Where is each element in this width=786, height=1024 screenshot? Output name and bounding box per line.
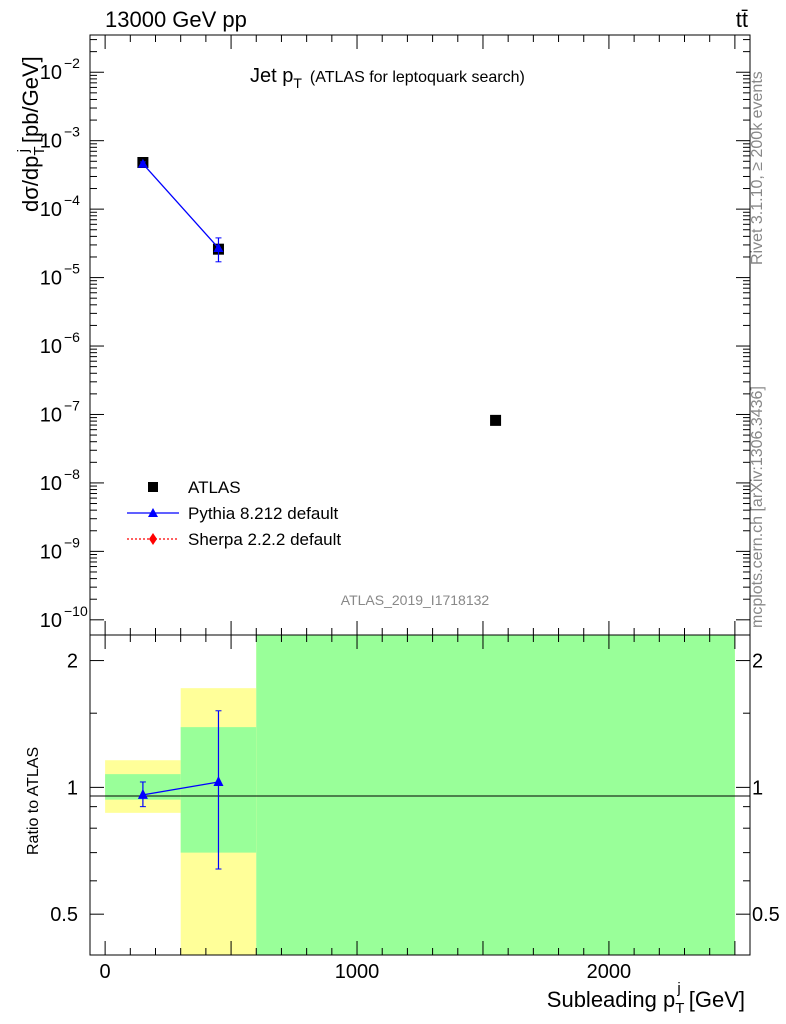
energy-label: 13000 GeV pp — [105, 7, 247, 32]
legend-label: ATLAS — [188, 478, 241, 497]
legend-label: Sherpa 2.2.2 default — [188, 530, 341, 549]
legend-pythia-marker — [148, 508, 158, 517]
title-suffix: (ATLAS for leptoquark search) — [310, 69, 525, 86]
ratio-y-tick-label-right: 1 — [752, 777, 763, 799]
y-tick-label: 10 — [40, 473, 62, 495]
ylabel-sup: j — [15, 149, 32, 153]
ratio-data-marks — [137, 710, 224, 870]
ylabel-unit: [pb/GeV] — [18, 56, 43, 143]
y-tick-label: 10 — [40, 131, 62, 153]
rivet-version-label: Rivet 3.1.10, ≥ 200k events — [749, 71, 766, 265]
xlabel-sup: j — [676, 980, 680, 997]
ylabel-main: dσ/dp — [18, 156, 43, 212]
y-axis-label: dσ/dpTj [pb/GeV] — [15, 56, 48, 212]
legend: ATLAS Pythia 8.212 default Sherpa 2.2.2 de… — [127, 478, 341, 549]
y-tick-label: 10 — [40, 336, 62, 358]
xlabel-main: Subleading p — [547, 987, 675, 1012]
x-tick-label: 2000 — [587, 961, 632, 983]
main-data-marks — [137, 157, 502, 426]
legend-atlas-marker — [148, 482, 158, 492]
mcplots-label: mcplots.cern.ch [arXiv:1306.3436] — [749, 386, 766, 628]
ratio-panel: 0.5 0.5 1 1 2 2 0 1000 2000 Ratio to ATLAS Subl… — [25, 634, 780, 1017]
y-tick-exponent: −10 — [64, 603, 88, 619]
title-sub: T — [293, 75, 302, 91]
legend-sherpa-marker — [149, 533, 157, 545]
ratio-y-axis-label: Ratio to ATLAS — [25, 747, 42, 855]
ylabel-sub: T — [31, 146, 48, 155]
title-main: Jet p — [250, 65, 293, 87]
y-tick-exponent: −9 — [64, 534, 80, 550]
y-tick-exponent: −7 — [64, 397, 80, 413]
ratio-green-band — [256, 635, 735, 955]
y-tick-exponent: −2 — [64, 55, 80, 71]
y-tick-exponent: −4 — [64, 192, 80, 208]
pythia-point — [213, 243, 224, 253]
x-axis-label: Subleading pTj [GeV] — [547, 980, 745, 1017]
y-tick-exponent: −6 — [64, 329, 80, 345]
pythia-point — [137, 158, 148, 168]
ratio-y-tick-label-right: 0.5 — [752, 904, 780, 926]
analysis-id: ATLAS_2019_I1718132 — [341, 592, 490, 608]
ratio-x-ticks: 0 1000 2000 — [100, 635, 736, 983]
xlabel-sub: T — [675, 1000, 684, 1017]
y-tick-label: 10 — [40, 610, 62, 632]
y-tick-label: 10 — [40, 62, 62, 84]
ratio-y-tick-label-right: 2 — [752, 651, 763, 673]
x-tick-label: 1000 — [335, 961, 380, 983]
ratio-pythia-point — [137, 788, 148, 799]
ratio-frame — [89, 634, 751, 956]
plot-title: Jet pT (ATLAS for leptoquark search) — [250, 65, 525, 91]
x-tick-label: 0 — [100, 961, 111, 983]
atlas-point — [490, 414, 502, 426]
process-label: tt̄ — [736, 7, 748, 32]
xlabel-unit: [GeV] — [689, 987, 745, 1012]
legend-label: Pythia 8.212 default — [188, 504, 339, 523]
y-tick-exponent: −8 — [64, 466, 80, 482]
y-tick-label: 10 — [40, 404, 62, 426]
ratio-y-tick-label: 0.5 — [50, 904, 78, 926]
ratio-pythia-line — [142, 781, 219, 796]
ratio-y-tick-label: 1 — [67, 777, 78, 799]
main-x-ticks — [104, 35, 736, 635]
ratio-bands — [105, 635, 735, 955]
ratio-pythia-point — [213, 775, 224, 786]
y-tick-label: 10 — [40, 268, 62, 290]
ratio-y-ticks: 0.5 0.5 1 1 2 2 — [50, 651, 780, 927]
y-tick-label: 10 — [40, 541, 62, 563]
y-tick-label: 10 — [40, 199, 62, 221]
ratio-y-tick-label: 2 — [67, 651, 78, 673]
y-tick-exponent: −5 — [64, 261, 80, 277]
pythia-line — [142, 163, 219, 249]
y-tick-exponent: −3 — [64, 124, 80, 140]
